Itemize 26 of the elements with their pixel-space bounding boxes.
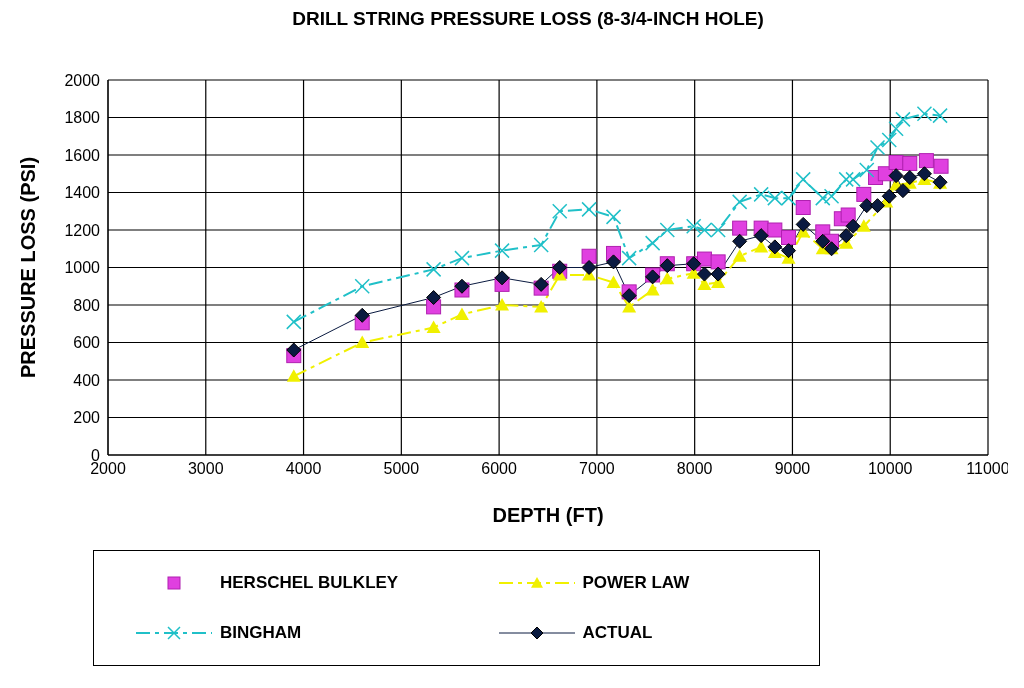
x-tick-label: 6000 xyxy=(481,460,518,478)
x-tick-label: 5000 xyxy=(383,460,420,478)
y-tick-label: 1400 xyxy=(64,184,101,202)
y-tick-label: 1800 xyxy=(64,109,101,127)
x-tick-label: 9000 xyxy=(774,460,811,478)
x-tick-label: 8000 xyxy=(676,460,713,478)
y-tick-label: 800 xyxy=(73,296,101,314)
y-tick-label: 2000 xyxy=(64,71,101,89)
legend-label: ACTUAL xyxy=(582,623,653,643)
y-tick-label: 200 xyxy=(73,409,101,427)
legend-label: BINGHAM xyxy=(220,623,302,643)
y-axis-title: PRESSURE LOSS (PSI) xyxy=(17,156,40,379)
x-tick-label: 2000 xyxy=(90,460,126,478)
chart-title: DRILL STRING PRESSURE LOSS (8-3/4-INCH HOLE) xyxy=(291,8,765,30)
x-axis-title: DEPTH (FT) xyxy=(492,504,604,526)
x-tick-label: 10000 xyxy=(867,460,913,478)
y-tick-label: 400 xyxy=(73,371,101,389)
legend-label: HERSCHEL BULKLEY xyxy=(220,573,399,593)
y-tick-label: 600 xyxy=(73,334,101,352)
x-tick-label: 7000 xyxy=(579,460,615,478)
x-tick-label: 3000 xyxy=(187,460,224,478)
y-tick-label: 1200 xyxy=(64,221,101,239)
y-tick-label: 1600 xyxy=(64,146,101,164)
legend-label: POWER LAW xyxy=(582,573,690,593)
x-tick-label: 4000 xyxy=(285,460,322,478)
y-tick-label: 1000 xyxy=(64,259,101,277)
